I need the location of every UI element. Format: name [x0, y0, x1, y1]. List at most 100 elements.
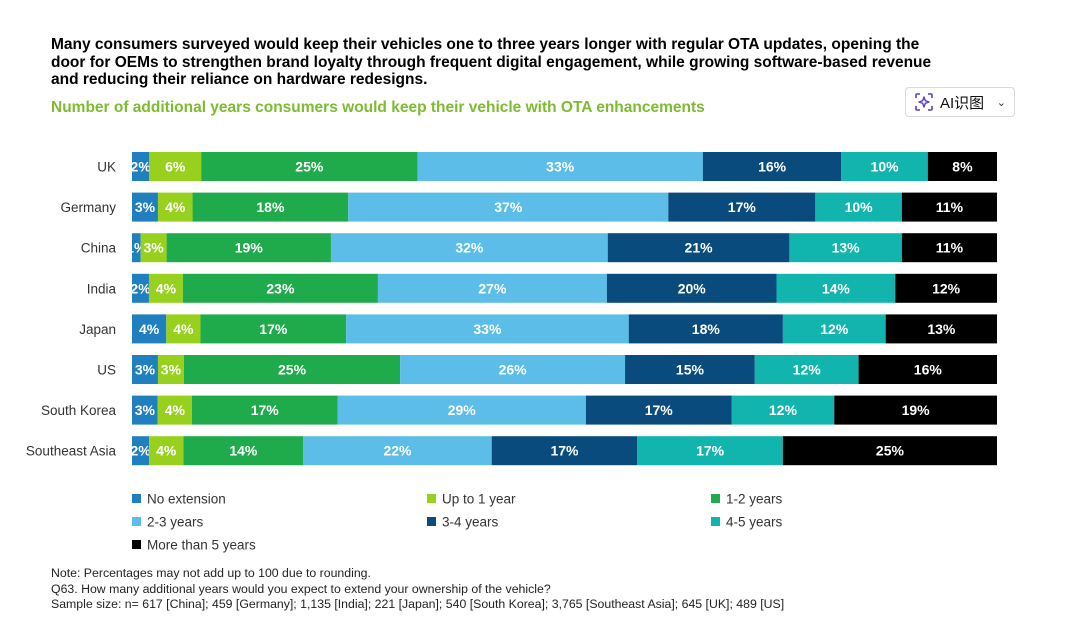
bar-segment [782, 436, 997, 466]
bar-segment [702, 152, 842, 181]
data-label: 33% [473, 321, 502, 337]
bar-segment [132, 436, 150, 466]
bar-segment [348, 192, 669, 222]
legend-item: 4-5 years [711, 515, 783, 530]
data-label: 3% [135, 362, 156, 378]
bar-segment [607, 233, 790, 263]
legend-item: Up to 1 year [427, 492, 516, 507]
data-label: 10% [871, 159, 900, 175]
bar-segment [132, 233, 141, 263]
data-label: 17% [259, 321, 288, 337]
data-label: 17% [645, 402, 674, 418]
bar-segment [183, 436, 304, 466]
data-label: 27% [478, 280, 507, 296]
bar-row-us: US 3% 3% 25% 26% 15% 12% 16% [97, 355, 997, 384]
data-label: 17% [550, 443, 579, 459]
legend-swatch [711, 517, 720, 526]
bar-segment [754, 355, 859, 384]
bar-segment [132, 314, 167, 344]
bar-segment [841, 152, 928, 181]
chevron-down-icon: ⌄ [996, 96, 1006, 109]
data-label: 11% [936, 240, 964, 256]
bar-segment [191, 395, 338, 425]
data-label: 8% [952, 159, 973, 175]
stacked-bar-chart: UK 2% 6% 25% 33% 16% 10% 8% Germany 3% 4% 18% 37% 17%… [26, 152, 997, 553]
bar-segment [132, 395, 158, 425]
bar-row-southeast-asia: Southeast Asia 2% 4% 14% 22% 17% 17% 25% [26, 436, 997, 466]
bar-segment [157, 355, 184, 384]
category-label: India [87, 281, 117, 296]
ai-recognize-button[interactable]: AI识图 ⌄ [905, 87, 1015, 117]
data-label: 4% [156, 443, 177, 459]
bar-row-uk: UK 2% 6% 25% 33% 16% 10% 8% [97, 152, 997, 181]
category-label: Germany [60, 200, 116, 215]
bar-segment [606, 273, 777, 303]
bar-segment [157, 192, 193, 222]
bar-segment [901, 233, 997, 263]
data-label: 4% [165, 402, 186, 418]
data-label: 14% [229, 443, 258, 459]
bar-segment [148, 273, 183, 303]
data-label: 33% [546, 159, 575, 175]
data-label: 22% [383, 443, 412, 459]
bar-segment [330, 233, 608, 263]
data-label: 3% [135, 402, 156, 418]
bar-segment [132, 152, 150, 181]
legend-item: 3-4 years [427, 515, 499, 530]
data-label: 12% [793, 362, 822, 378]
data-label: 16% [758, 159, 787, 175]
bar-segment [377, 273, 607, 303]
note-sample-size: Sample size: n= 617 [China]; 459 [German… [51, 597, 785, 611]
bar-segment [132, 192, 158, 222]
data-label: 25% [295, 159, 324, 175]
bar-segment [927, 152, 997, 181]
data-label: 4% [165, 199, 186, 215]
bar-segment [789, 233, 902, 263]
legend-item: More than 5 years [132, 538, 256, 553]
legend-label: No extension [147, 492, 226, 507]
legend-item: 2-3 years [132, 515, 204, 530]
bar-segment [815, 192, 902, 222]
data-label: 19% [235, 240, 264, 256]
bar-segment [166, 314, 201, 344]
data-label: 3% [144, 240, 165, 256]
legend-swatch [132, 540, 141, 549]
bar-segment [132, 355, 158, 384]
legend-swatch [427, 494, 436, 503]
data-label: 4% [139, 321, 160, 337]
note-question: Q63. How many additional years would you… [51, 581, 551, 596]
bar-segment [132, 273, 149, 303]
bar-segment [895, 273, 997, 303]
bar-segment [140, 233, 167, 263]
data-label: 18% [256, 199, 285, 215]
data-label: 17% [696, 443, 725, 459]
data-label: 2% [130, 280, 151, 296]
bar-segment [400, 355, 626, 384]
data-label: 19% [902, 402, 931, 418]
bar-segment [491, 436, 638, 466]
bar-segment [337, 395, 586, 425]
legend-label: 4-5 years [726, 515, 783, 530]
data-label: 20% [678, 280, 707, 296]
data-label: 17% [251, 402, 280, 418]
bar-segment [201, 152, 418, 181]
bar-segment [182, 273, 378, 303]
bar-segment [901, 192, 997, 222]
data-label: 13% [927, 321, 956, 337]
data-label: 37% [494, 199, 523, 215]
data-label: 25% [876, 443, 905, 459]
data-label: 3% [135, 199, 156, 215]
bar-row-china: China 1%3% 19% 32% 21% 13% 11% [81, 233, 997, 263]
sparkle-scan-icon [915, 93, 933, 111]
data-label: 21% [685, 240, 714, 256]
bar-row-south-korea: South Korea 3% 4% 17% 29% 17% 12% 19% [41, 395, 997, 425]
data-label: 2% [130, 443, 151, 459]
bar-segment [166, 233, 331, 263]
data-label: 12% [769, 402, 798, 418]
note-rounding: Note: Percentages may not add up to 100 … [51, 566, 371, 580]
data-label: 32% [455, 240, 484, 256]
bar-segment [628, 314, 783, 344]
bar-segment [637, 436, 783, 466]
legend-label: Up to 1 year [442, 492, 516, 507]
category-label: UK [97, 160, 116, 175]
